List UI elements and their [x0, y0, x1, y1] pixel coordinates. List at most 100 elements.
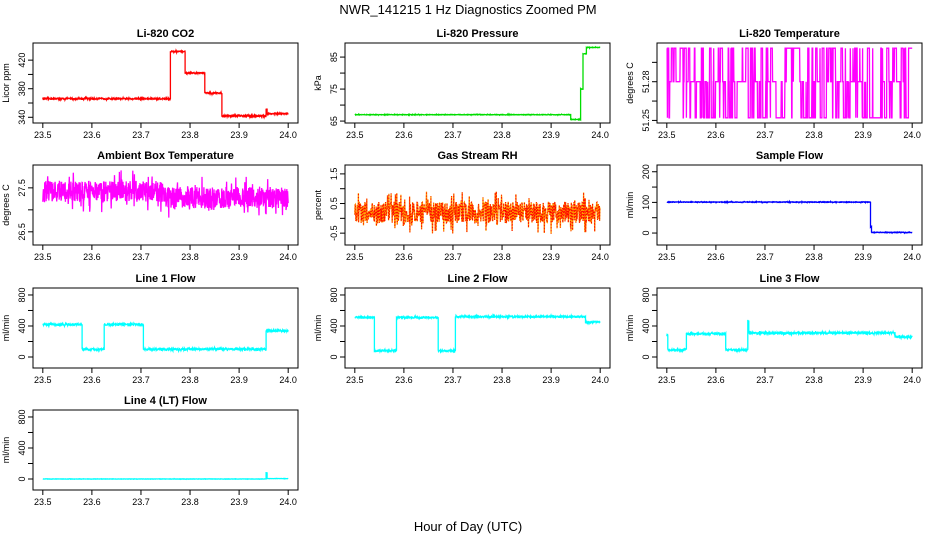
y-tick-label: 85 — [329, 52, 339, 62]
x-tick-label: 23.8 — [181, 130, 199, 140]
series-line — [42, 472, 289, 481]
x-tick-label: 23.9 — [230, 375, 248, 385]
x-tick-label: 23.9 — [230, 130, 248, 140]
y-tick-label: 420 — [17, 53, 27, 68]
x-tick-label: 24.0 — [591, 252, 609, 262]
x-tick-label: 23.5 — [658, 375, 676, 385]
panel-title: Gas Stream RH — [437, 150, 517, 162]
panel-6: Line 1 Flow ml/min 23.5 23.6 23.7 23.8 23.9 24.… — [1, 273, 299, 385]
panel-3: Ambient Box Temperature degrees C 23.5 23.6… — [1, 150, 299, 262]
x-tick-label: 23.7 — [756, 130, 774, 140]
panel-5: Sample Flow ml/min 23.5 23.6 23.7 23.8 23.9 24.… — [625, 150, 923, 262]
x-tick-label: 23.9 — [230, 252, 248, 262]
y-tick-label: 65 — [329, 116, 339, 126]
x-tick-label: 23.9 — [542, 252, 560, 262]
x-tick-label: 23.5 — [34, 130, 52, 140]
y-tick-label: 800 — [641, 287, 651, 302]
series-line — [42, 170, 289, 218]
panel-title: Li-820 Pressure — [437, 28, 519, 40]
plot-frame — [656, 287, 923, 369]
series-line — [354, 191, 601, 234]
panel-title: Line 3 Flow — [760, 273, 820, 285]
panel-4: Gas Stream RH percent 23.5 23.6 23.7 23.8 23.9… — [313, 150, 611, 262]
x-tick-label: 24.0 — [279, 252, 297, 262]
y-axis-label: percent — [313, 189, 323, 220]
series-line — [354, 45, 601, 122]
plot-frame — [32, 409, 299, 491]
x-tick-label: 23.8 — [805, 130, 823, 140]
y-axis-label: ml/min — [1, 437, 11, 464]
x-tick-label: 24.0 — [279, 130, 297, 140]
x-tick-label: 23.6 — [83, 252, 101, 262]
x-axis-label: Hour of Day (UTC) — [414, 519, 522, 534]
panel-title: Sample Flow — [756, 150, 824, 162]
y-tick-label: 0 — [17, 354, 27, 359]
x-tick-label: 23.7 — [132, 252, 150, 262]
x-tick-label: 23.7 — [132, 375, 150, 385]
x-tick-label: 23.6 — [83, 375, 101, 385]
x-tick-label: 23.6 — [83, 130, 101, 140]
x-tick-label: 23.6 — [707, 130, 725, 140]
x-tick-label: 23.8 — [181, 252, 199, 262]
x-tick-label: 23.8 — [493, 375, 511, 385]
x-tick-label: 23.7 — [756, 375, 774, 385]
y-tick-label: 800 — [17, 287, 27, 302]
y-tick-label: 800 — [329, 287, 339, 302]
panel-8: Line 3 Flow ml/min 23.5 23.6 23.7 23.8 23.9 24.… — [625, 273, 923, 385]
panel-7: Line 2 Flow ml/min 23.5 23.6 23.7 23.8 23.9 24.… — [313, 273, 611, 385]
y-tick-label: 380 — [17, 81, 27, 96]
x-tick-label: 23.6 — [395, 252, 413, 262]
x-tick-label: 23.9 — [542, 130, 560, 140]
y-axis-label: kPa — [313, 75, 323, 91]
x-tick-label: 23.8 — [181, 497, 199, 507]
y-tick-label: 400 — [17, 440, 27, 455]
y-tick-label: 27.5 — [17, 179, 27, 197]
y-tick-label: 0.5 — [329, 197, 339, 210]
y-tick-label: 0 — [17, 476, 27, 481]
x-tick-label: 23.8 — [181, 375, 199, 385]
panel-0: Li-820 CO2 Licor ppm 23.5 23.6 23.7 23.8 23.9 2… — [1, 28, 299, 140]
x-tick-label: 23.9 — [230, 497, 248, 507]
x-tick-label: 23.7 — [444, 252, 462, 262]
panel-title: Line 4 (LT) Flow — [124, 395, 207, 407]
y-tick-label: 51.25 — [641, 109, 651, 132]
series-line — [354, 313, 601, 354]
plot-frame — [344, 287, 611, 369]
panel-title: Ambient Box Temperature — [97, 150, 234, 162]
y-axis-label: ml/min — [625, 192, 635, 219]
y-axis-label: ml/min — [313, 315, 323, 342]
x-tick-label: 23.7 — [132, 130, 150, 140]
panel-9: Line 4 (LT) Flow ml/min 23.5 23.6 23.7 23.8 23… — [1, 395, 299, 507]
x-tick-label: 24.0 — [903, 130, 921, 140]
y-tick-label: 26.5 — [17, 223, 27, 241]
series-line — [42, 48, 289, 120]
plot-frame — [32, 287, 299, 369]
y-tick-label: 1.5 — [329, 168, 339, 181]
x-tick-label: 24.0 — [591, 375, 609, 385]
y-tick-label: 340 — [17, 110, 27, 125]
panel-1: Li-820 Pressure kPa 23.5 23.6 23.7 23.8 23.9 24… — [313, 28, 611, 140]
x-tick-label: 23.5 — [658, 252, 676, 262]
series-line — [666, 199, 913, 235]
x-tick-label: 23.8 — [493, 252, 511, 262]
y-axis-label: Licor ppm — [1, 63, 11, 103]
series-line — [666, 47, 913, 119]
panel-title: Li-820 CO2 — [137, 28, 194, 40]
y-tick-label: -0.5 — [329, 225, 339, 241]
x-tick-label: 23.7 — [756, 252, 774, 262]
x-tick-label: 23.5 — [346, 130, 364, 140]
x-tick-label: 23.5 — [34, 375, 52, 385]
x-tick-label: 23.7 — [132, 497, 150, 507]
y-axis-label: ml/min — [625, 315, 635, 342]
x-tick-label: 23.6 — [83, 497, 101, 507]
x-tick-label: 23.9 — [854, 252, 872, 262]
y-tick-label: 400 — [17, 318, 27, 333]
y-tick-label: 200 — [641, 164, 651, 179]
x-tick-label: 23.6 — [707, 375, 725, 385]
x-tick-label: 23.9 — [854, 375, 872, 385]
x-tick-label: 23.8 — [493, 130, 511, 140]
y-tick-label: 51.28 — [641, 70, 651, 93]
y-tick-label: 100 — [641, 195, 651, 210]
x-tick-label: 23.9 — [854, 130, 872, 140]
